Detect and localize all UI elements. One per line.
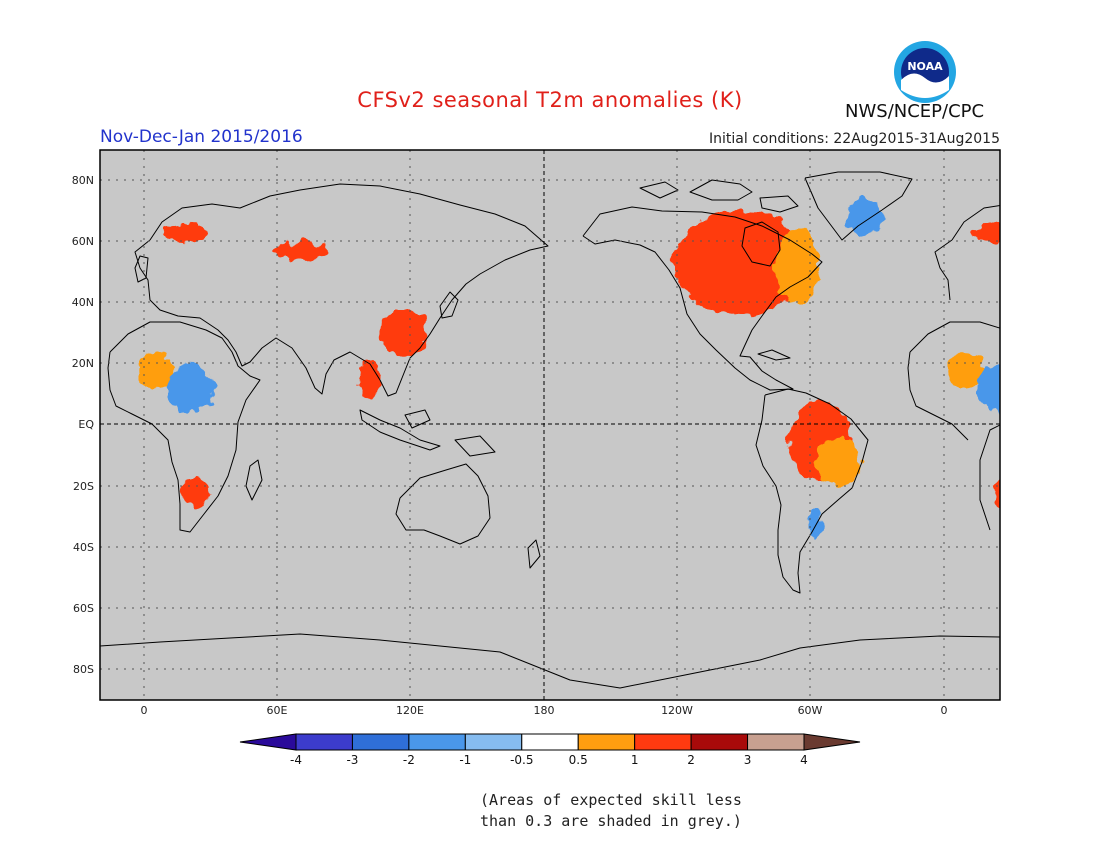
lon-label: 120E [396,704,424,717]
season-label: Nov-Dec-Jan 2015/2016 [100,127,303,147]
skill-note-line: than 0.3 are shaded in grey.) [480,812,742,830]
coast-uk [134,255,149,283]
anomaly-region [358,360,382,398]
lat-label: 20N [72,357,94,370]
lat-label: 80S [73,663,94,676]
coast-north-america [582,206,823,391]
coastlines [100,171,1000,689]
colorbar-label: -1 [459,753,471,767]
colorbar-label: 3 [744,753,752,767]
coast-europe-repeat [934,205,1000,301]
coast-cuba [757,349,791,361]
coast-europe-asia [134,183,549,397]
colorbar-label: -3 [346,753,358,767]
map-title: CFSv2 seasonal T2m anomalies (K) [357,88,743,112]
colorbar-swatch [690,733,749,751]
lon-label: 180 [534,704,555,717]
colorbar-label: -0.5 [510,753,533,767]
colorbar-label: 1 [631,753,639,767]
agency-label: NWS/NCEP/CPC [845,101,985,122]
coast-japan [439,291,459,319]
colorbar-swatch [577,733,636,751]
anomaly-fields [138,198,1000,539]
plot-frame [99,149,1001,701]
coast-africa-repeat [907,321,1000,531]
lat-label: 40N [72,296,94,309]
coast-australia [395,463,491,545]
anomaly-region [673,211,809,315]
lon-label: 0 [941,704,948,717]
colorbar-label: 0.5 [569,753,588,767]
anomaly-region [183,476,211,508]
lon-label: 60E [267,704,288,717]
skill-note-line: (Areas of expected skill less [480,791,742,809]
lat-axis: 80N 60N 40N 20N EQ 20S 40S 60S 80S [72,174,95,676]
lon-label: 60W [798,704,823,717]
colorbar-swatch [634,733,692,751]
lon-label: 0 [141,704,148,717]
lat-label: 20S [73,480,94,493]
colorbar: -4 -3 -2 -1 -0.5 0.5 1 2 3 4 [239,733,861,767]
coast-antarctica [100,633,1000,689]
colorbar-label: -2 [403,753,415,767]
colorbar-swatch [464,733,523,751]
anomaly-region [815,437,861,487]
anomaly-region [973,223,1000,242]
lat-label: 80N [72,174,94,187]
skill-note: (Areas of expected skill less than 0.3 a… [480,790,742,832]
colorbar-label: -4 [290,753,302,767]
colorbar-label: 4 [800,753,808,767]
coast-south-america [755,388,869,594]
anomaly-region [977,363,1000,413]
colorbar-swatch [521,733,579,751]
coast-africa [107,321,261,533]
svg-text:NOAA: NOAA [907,60,943,73]
colorbar-swatch [408,733,466,751]
colorbar-swatch [747,733,805,751]
anomaly-region [847,198,883,236]
coast-hudson-bay [741,221,781,267]
anomaly-region [948,351,985,389]
coast-madagascar [245,459,263,501]
noaa-logo: NOAA [893,40,957,104]
lat-label: 60S [73,602,94,615]
lat-label: EQ [78,418,94,431]
lat-label: 60N [72,235,94,248]
colorbar-arrow-high [803,733,861,751]
anomaly-region [167,363,213,413]
anomaly-region [138,351,175,389]
anomaly-region [381,308,427,358]
graticule [100,150,1000,700]
colorbar-swatch [295,733,353,751]
anomaly-region [808,507,823,539]
colorbar-label: 2 [687,753,695,767]
anomaly-region [775,229,820,303]
coast-canadian-arctic [639,179,799,213]
initial-conditions-label: Initial conditions: 22Aug2015-31Aug2015 [709,131,1000,147]
anomaly-region [993,478,1000,506]
anomaly-region [275,241,330,260]
colorbar-swatch [351,733,410,751]
colorbar-arrow-low [239,733,297,751]
lon-label: 120W [661,704,693,717]
lat-label: 40S [73,541,94,554]
coast-greenland [804,171,913,241]
anomaly-region [163,223,208,242]
coast-new-zealand [527,539,541,569]
lon-axis: 0 60E 120E 180 120W 60W 0 [141,704,948,717]
